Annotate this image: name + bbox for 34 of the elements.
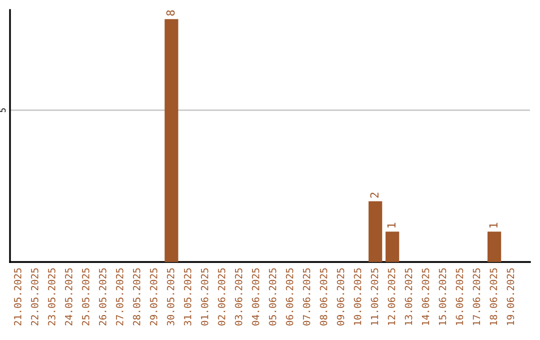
- x-tick-label: 18.06.2025: [490, 268, 498, 325]
- x-tick-label: 19.06.2025: [506, 268, 514, 325]
- data-label: 1: [387, 222, 396, 228]
- x-tick-label: 02.06.2025: [218, 268, 226, 326]
- x-tick-label: 24.05.2025: [64, 268, 72, 326]
- x-tick-label: 01.06.2025: [200, 268, 208, 326]
- data-label: 2: [370, 192, 378, 198]
- x-tick-label: 04.06.2025: [252, 268, 260, 326]
- x-tick-label: 14.06.2025: [422, 268, 430, 325]
- x-tick-label: 09.06.2025: [336, 268, 344, 326]
- x-tick-label: 08.06.2025: [320, 268, 328, 326]
- x-tick-label: 10.06.2025: [354, 268, 362, 325]
- x-tick-label: 12.06.2025: [388, 268, 396, 325]
- x-tick-label: 06.06.2025: [286, 268, 294, 326]
- x-tick-label: 31.05.2025: [184, 268, 192, 326]
- x-tick-label: 17.06.2025: [472, 268, 480, 325]
- x-tick-label: 03.06.2025: [234, 268, 242, 326]
- x-tick-label: 07.06.2025: [302, 268, 310, 326]
- x-tick-label: 25.05.2025: [82, 268, 90, 326]
- x-tick-label: 15.06.2025: [438, 268, 446, 325]
- x-tick-label: 16.06.2025: [456, 268, 464, 325]
- x-tick-label: 23.05.2025: [48, 268, 56, 326]
- x-tick-label: 05.06.2025: [268, 268, 276, 326]
- data-label: 1: [489, 222, 498, 228]
- x-tick-label: 29.05.2025: [150, 268, 158, 326]
- x-tick-label: 28.05.2025: [132, 268, 140, 326]
- x-tick-label: 26.05.2025: [98, 268, 106, 326]
- x-tick-label: 27.05.2025: [116, 268, 124, 326]
- x-tick-label: 30.05.2025: [166, 268, 174, 326]
- x-tick-label: 13.06.2025: [404, 268, 412, 325]
- x-tick-label: 22.05.2025: [30, 268, 38, 326]
- data-label: 8: [166, 10, 175, 16]
- x-tick-label: 21.05.2025: [14, 268, 22, 326]
- x-tick-label: 11.06.2025: [370, 268, 378, 325]
